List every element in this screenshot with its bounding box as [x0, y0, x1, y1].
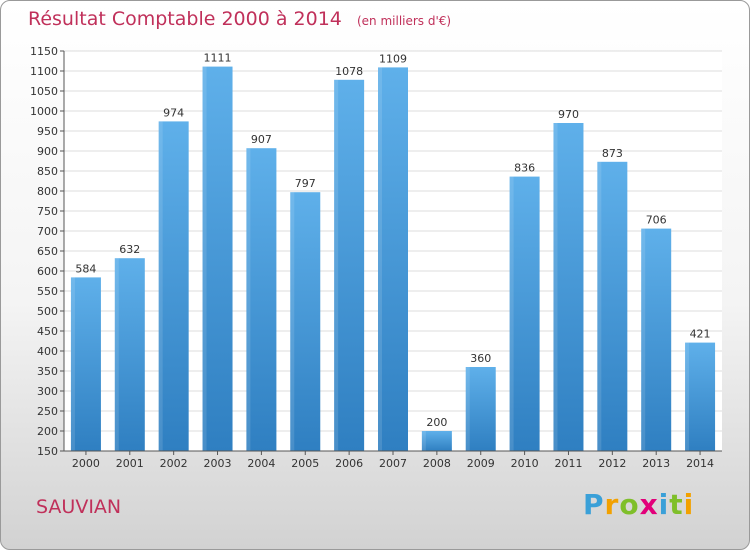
y-tick-label: 800	[37, 185, 58, 198]
data-label: 1109	[379, 52, 407, 65]
bar-highlight	[378, 67, 382, 452]
data-label: 1078	[335, 65, 363, 78]
logo-letter: P	[583, 488, 605, 521]
x-tick-label: 2000	[72, 457, 100, 470]
data-label: 584	[75, 262, 96, 275]
data-label: 873	[602, 147, 623, 160]
bar-highlight	[509, 176, 514, 451]
y-tick-label: 600	[37, 265, 58, 278]
bar	[597, 161, 628, 452]
x-tick-label: 2001	[116, 457, 144, 470]
bar	[70, 277, 101, 451]
y-tick-label: 900	[37, 145, 58, 158]
y-tick-label: 650	[37, 245, 58, 258]
data-label: 706	[646, 214, 667, 227]
bar-highlight	[641, 228, 646, 451]
x-tick-label: 2005	[291, 457, 319, 470]
x-tick-label: 2010	[511, 457, 539, 470]
bar-highlight	[553, 123, 558, 451]
y-tick-label: 1150	[30, 45, 58, 58]
bar	[202, 66, 233, 451]
y-tick-label: 450	[37, 325, 58, 338]
x-tick-label: 2009	[467, 457, 495, 470]
x-tick-label: 2007	[379, 457, 407, 470]
data-label: 632	[119, 243, 140, 256]
bar-highlight	[685, 342, 690, 451]
x-tick-label: 2012	[598, 457, 626, 470]
bar-highlight	[421, 431, 426, 451]
y-tick-label: 550	[37, 285, 58, 298]
y-tick-label: 750	[37, 205, 58, 218]
chart-title-block: Résultat Comptable 2000 à 2014 (en milli…	[28, 8, 451, 30]
bar	[509, 176, 540, 451]
chart-title: Résultat Comptable 2000 à 2014	[28, 8, 342, 30]
data-label: 970	[558, 108, 579, 121]
x-tick-label: 2004	[247, 457, 275, 470]
y-tick-label: 1000	[30, 105, 58, 118]
chart-subtitle: (en milliers d'€)	[356, 14, 452, 28]
logo-letter: i	[683, 488, 695, 521]
y-tick-label: 700	[37, 225, 58, 238]
bar-highlight	[334, 79, 339, 452]
y-tick-label: 150	[37, 445, 58, 458]
x-tick-label: 2006	[335, 457, 363, 470]
y-tick-label: 400	[37, 345, 58, 358]
data-label: 974	[163, 106, 184, 119]
bar-highlight	[465, 367, 470, 451]
bar	[378, 67, 408, 452]
x-tick-label: 2014	[686, 457, 714, 470]
x-tick-label: 2011	[554, 457, 582, 470]
x-tick-label: 2003	[204, 457, 232, 470]
x-tick-label: 2008	[423, 457, 451, 470]
y-tick-label: 250	[37, 405, 58, 418]
bar-highlight	[158, 121, 163, 452]
bar-highlight	[202, 66, 207, 451]
proxiti-logo: Proxiti	[583, 488, 694, 521]
data-label: 421	[690, 328, 711, 341]
y-tick-label: 200	[37, 425, 58, 438]
data-label: 200	[426, 416, 447, 429]
bar	[421, 431, 452, 451]
logo-letter: t	[669, 488, 684, 521]
y-tick-label: 500	[37, 305, 58, 318]
y-tick-label: 1050	[30, 85, 58, 98]
x-tick-label: 2002	[160, 457, 188, 470]
y-tick-label: 350	[37, 365, 58, 378]
bar	[465, 367, 496, 451]
y-tick-label: 1100	[30, 65, 58, 78]
y-tick-label: 300	[37, 385, 58, 398]
bar	[685, 342, 716, 451]
logo-letter: o	[619, 488, 640, 521]
bar	[641, 228, 672, 451]
data-label: 836	[514, 162, 535, 175]
bar	[158, 121, 189, 452]
bar	[246, 148, 277, 451]
data-label: 1111	[204, 52, 232, 65]
data-label: 360	[470, 352, 491, 365]
bar	[334, 79, 365, 452]
bar	[290, 192, 321, 451]
y-tick-label: 850	[37, 165, 58, 178]
data-label: 907	[251, 133, 272, 146]
data-label: 797	[295, 177, 316, 190]
bar-highlight	[114, 258, 119, 451]
logo-letter: x	[639, 488, 659, 521]
bar-highlight	[246, 148, 251, 451]
x-tick-label: 2013	[642, 457, 670, 470]
logo-letter: r	[604, 488, 620, 521]
bar	[553, 123, 584, 451]
logo-letter: i	[658, 488, 670, 521]
bar-highlight	[597, 161, 602, 452]
bar-highlight	[290, 192, 295, 451]
bar	[114, 258, 145, 451]
commune-name: SAUVIAN	[36, 496, 122, 518]
y-tick-label: 950	[37, 125, 58, 138]
bar-highlight	[70, 277, 75, 451]
